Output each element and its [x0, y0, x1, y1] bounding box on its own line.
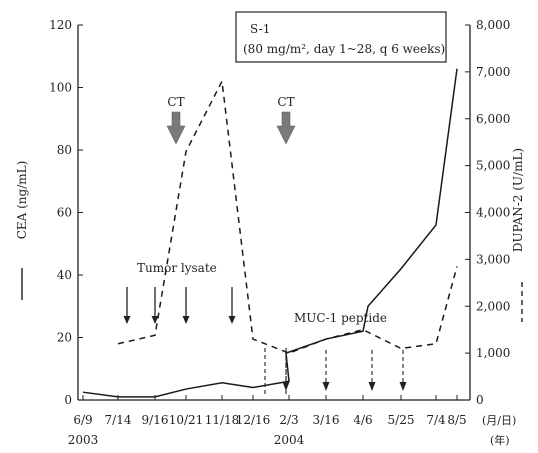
x-tick-label: 5/25	[388, 413, 415, 427]
left-tick-label: 40	[57, 268, 72, 282]
left-tick-label: 60	[57, 206, 72, 220]
muc1-arrow-head	[282, 382, 290, 391]
x-tick-label: 2/3	[279, 413, 298, 427]
x-tick-label: 12/16	[236, 413, 271, 427]
x-tick-label: 9/16	[142, 413, 169, 427]
s1-title: S-1	[250, 22, 270, 36]
ct-label: CT	[277, 95, 294, 109]
right-tick-label: 3,000	[476, 252, 510, 266]
x-tick-label: 10/21	[169, 413, 204, 427]
ct-arrow	[166, 111, 186, 145]
tumor-lysate-arrow-head	[151, 316, 159, 324]
right-tick-label: 6,000	[476, 112, 510, 126]
muc1-arrow-head	[399, 382, 407, 391]
x-tick-label: 3/16	[313, 413, 340, 427]
right-axis-title: DUPAN-2 (U/mL)	[511, 148, 525, 252]
tumor-lysate-arrow-head	[123, 316, 131, 324]
left-tick-label: 80	[57, 143, 72, 157]
ct-arrow	[276, 111, 296, 145]
year-unit-label: (年)	[490, 433, 510, 447]
x-tick-label: 8/5	[447, 413, 466, 427]
tumor-lysate-arrow-head	[182, 316, 190, 324]
left-tick-label: 100	[49, 81, 72, 95]
series-line-cea	[82, 68, 458, 398]
muc1-arrow-head	[322, 382, 330, 391]
right-tick-label: 7,000	[476, 65, 510, 79]
s1-detail: (80 mg/m², day 1~28, q 6 weeks)	[243, 42, 445, 56]
x-tick-label: 7/4	[426, 413, 446, 427]
right-tick-label: 8,000	[476, 18, 510, 32]
x-tick-label: 7/14	[105, 413, 132, 427]
right-tick-label: 1,000	[476, 346, 510, 360]
right-tick-label: 0	[476, 393, 484, 407]
s1-box	[235, 11, 447, 63]
x-tick-label: 11/18	[205, 413, 240, 427]
year-label: 2004	[274, 433, 305, 447]
right-tick-label: 5,000	[476, 159, 510, 173]
tumor-lysate-label: Tumor lysate	[137, 261, 217, 275]
x-tick-label: 6/9	[73, 413, 92, 427]
x-tick-label: 4/6	[353, 413, 372, 427]
muc1-label: MUC-1 peptide	[294, 311, 387, 325]
muc1-arrow-head	[368, 382, 376, 391]
left-axis-title: CEA (ng/mL)	[15, 161, 29, 240]
tumor-lysate-arrow-head	[228, 316, 236, 324]
left-tick-label: 20	[57, 331, 72, 345]
right-tick-label: 4,000	[476, 206, 510, 220]
year-label: 2003	[68, 433, 99, 447]
x-unit-label: (月/日)	[482, 414, 516, 427]
left-tick-label: 0	[64, 393, 72, 407]
right-tick-label: 2,000	[476, 299, 510, 313]
ct-label: CT	[167, 95, 184, 109]
left-tick-label: 120	[49, 18, 72, 32]
